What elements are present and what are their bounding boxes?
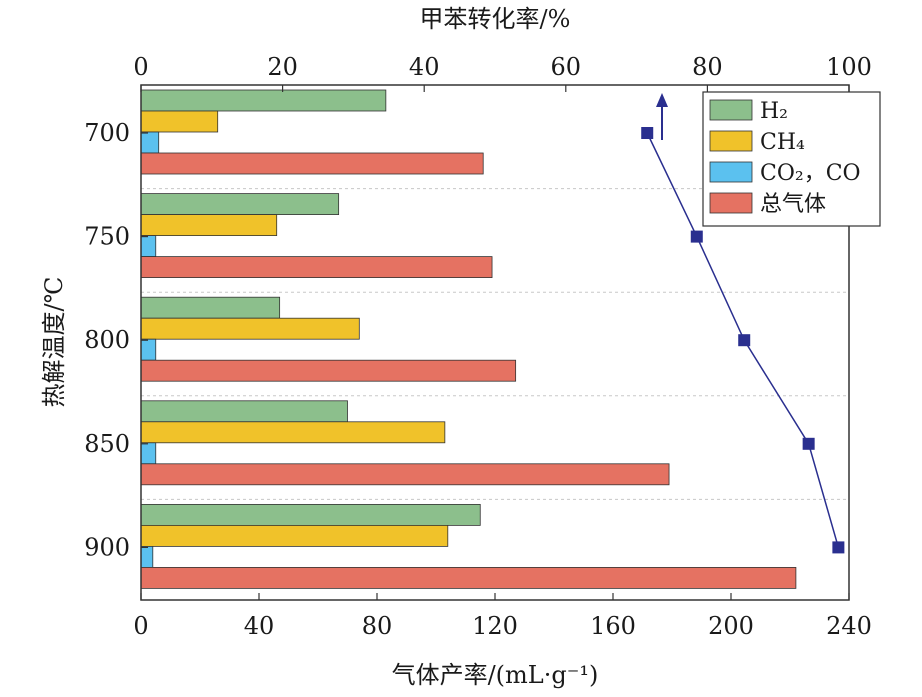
y-axis-tick-label: 750 bbox=[84, 223, 130, 251]
legend-label: H₂ bbox=[760, 99, 788, 124]
bar bbox=[140, 89, 387, 112]
conversion-point bbox=[690, 230, 703, 243]
legend-swatch bbox=[709, 130, 753, 152]
y-axis-title: 热解温度/℃ bbox=[40, 277, 68, 408]
legend-swatch bbox=[709, 161, 753, 183]
arrow-annotation bbox=[656, 93, 668, 140]
axis-ticks: 0 40 80 120 160 200 240 0 20 40 60 80 100 700 750 800 85… bbox=[84, 53, 872, 640]
bottom-axis-tick-label: 80 bbox=[362, 612, 393, 640]
legend-label: 总气体 bbox=[760, 192, 826, 217]
bar bbox=[140, 525, 449, 547]
bar-series-group bbox=[140, 89, 797, 589]
bar bbox=[140, 256, 493, 279]
conversion-point bbox=[802, 437, 815, 450]
bar bbox=[140, 567, 797, 589]
bottom-axis-title: 气体产率/(mL·g⁻¹) bbox=[392, 661, 599, 689]
y-axis-tick-label: 900 bbox=[84, 533, 130, 561]
top-axis-tick-label: 80 bbox=[692, 53, 723, 81]
bar bbox=[140, 193, 340, 216]
top-axis-tick-label: 0 bbox=[133, 53, 148, 81]
conversion-point bbox=[738, 334, 751, 347]
bar bbox=[140, 235, 157, 258]
bar bbox=[140, 359, 517, 382]
bar bbox=[140, 317, 360, 340]
legend: H₂ CH₄ CO₂，CO 总气体 bbox=[702, 91, 881, 227]
conversion-line-group bbox=[641, 127, 845, 554]
bar bbox=[140, 214, 278, 237]
legend-swatch bbox=[709, 192, 753, 214]
top-axis-tick-label: 40 bbox=[409, 53, 440, 81]
bottom-axis-tick-label: 160 bbox=[590, 612, 636, 640]
bar bbox=[140, 463, 670, 486]
y-axis-tick-label: 850 bbox=[84, 430, 130, 458]
bar bbox=[140, 442, 157, 465]
bar bbox=[140, 400, 348, 423]
bar bbox=[140, 421, 446, 444]
legend-label: CH₄ bbox=[760, 130, 805, 155]
top-axis-tick-label: 60 bbox=[551, 53, 582, 81]
conversion-point bbox=[832, 541, 845, 554]
bottom-axis-tick-label: 200 bbox=[708, 612, 754, 640]
bar bbox=[140, 503, 481, 526]
legend-swatch bbox=[709, 99, 753, 121]
top-axis-title: 甲苯转化率/% bbox=[420, 5, 571, 33]
bar bbox=[140, 338, 157, 361]
bottom-axis-tick-label: 240 bbox=[826, 612, 872, 640]
bar bbox=[140, 110, 219, 133]
bar bbox=[140, 152, 484, 175]
top-axis-tick-label: 100 bbox=[826, 53, 872, 81]
y-axis-tick-label: 700 bbox=[84, 119, 130, 147]
conversion-point bbox=[641, 127, 654, 139]
legend-label: CO₂，CO bbox=[760, 161, 861, 186]
top-axis-tick-label: 20 bbox=[267, 53, 298, 81]
bottom-axis-tick-label: 40 bbox=[244, 612, 275, 640]
bar bbox=[140, 546, 154, 568]
bottom-axis-tick-label: 0 bbox=[133, 612, 148, 640]
bar bbox=[140, 296, 281, 319]
bottom-axis-tick-label: 120 bbox=[472, 612, 518, 640]
y-axis-tick-label: 800 bbox=[84, 326, 130, 354]
bar bbox=[140, 131, 160, 154]
